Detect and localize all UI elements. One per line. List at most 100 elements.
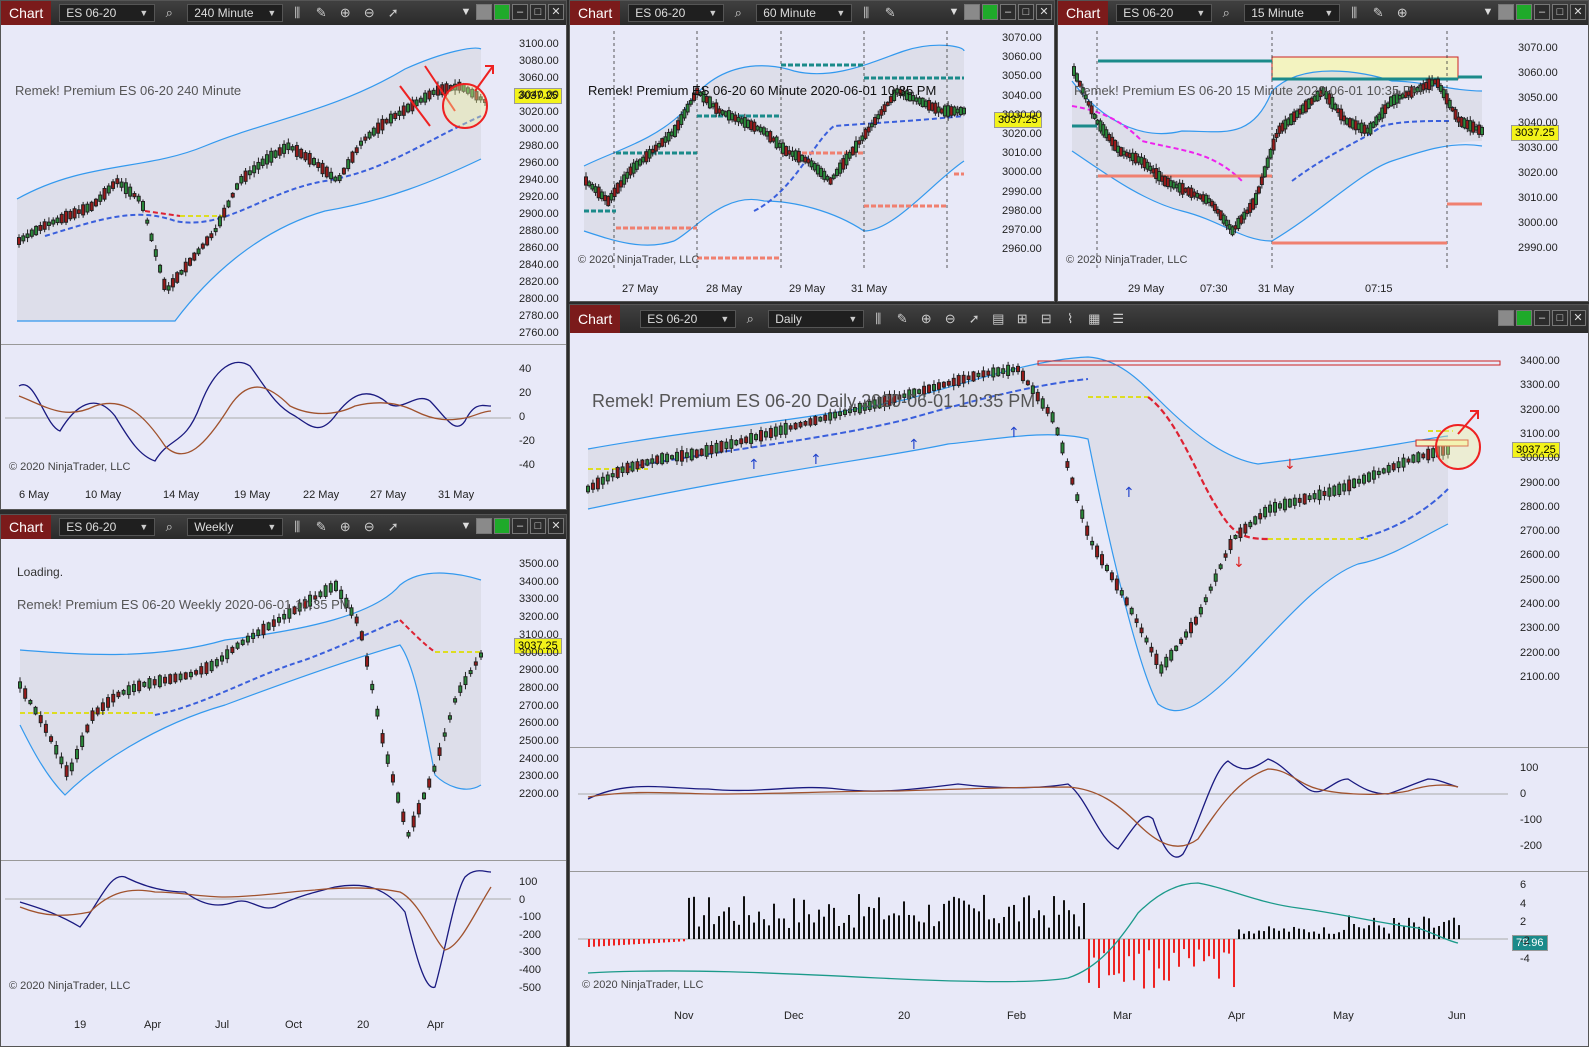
link-green-button[interactable]: [1516, 4, 1532, 20]
minimize-button[interactable]: –: [1534, 4, 1550, 20]
maximize-button[interactable]: □: [1552, 310, 1568, 326]
candle-body: [1089, 105, 1094, 115]
candle-body: [650, 458, 655, 464]
search-icon[interactable]: ⌕: [1222, 5, 1230, 20]
interval-selector[interactable]: Daily ▼: [768, 310, 865, 328]
link-grey-button[interactable]: [964, 4, 980, 20]
link-green-button[interactable]: [494, 518, 510, 534]
maximize-button[interactable]: □: [1018, 4, 1034, 20]
dropdown-arrow-icon[interactable]: ▼: [1482, 5, 1494, 18]
histogram-bar: [758, 911, 760, 939]
oscillator-pane[interactable]: © 2020 NinjaTrader, LLC: [5, 862, 511, 1002]
draw-pencil-icon[interactable]: ✎: [896, 311, 908, 326]
histogram-bar: [1058, 914, 1060, 939]
oscillator-pane[interactable]: © 2020 NinjaTrader, LLC: [5, 346, 511, 481]
link-grey-button[interactable]: [1498, 4, 1514, 20]
candle-body: [640, 459, 645, 469]
dropdown-arrow-icon[interactable]: ▼: [460, 519, 472, 532]
minimize-button[interactable]: –: [512, 4, 528, 20]
strategies-icon[interactable]: ⊟: [1040, 311, 1052, 326]
maximize-button[interactable]: □: [530, 518, 546, 534]
candle-body: [18, 681, 22, 689]
minimize-button[interactable]: –: [1000, 4, 1016, 20]
price-pane[interactable]: Remek! Premium ES 06-20 15 Minute 2020-0…: [1062, 31, 1510, 271]
zoom-in-icon[interactable]: ⊕: [920, 311, 932, 326]
draw-pencil-icon[interactable]: ✎: [315, 5, 327, 20]
candle-body: [854, 140, 858, 153]
dropdown-arrow-icon[interactable]: ▼: [460, 5, 472, 18]
close-button[interactable]: ✕: [548, 518, 564, 534]
link-green-button[interactable]: [1516, 310, 1532, 326]
candle-body: [962, 107, 966, 115]
bar-style-icon[interactable]: ⫼: [1351, 5, 1358, 20]
indicators-icon[interactable]: ⌇: [1067, 311, 1074, 326]
price-pane[interactable]: Remek! Premium ES 06-20 60 Minute 2020-0…: [574, 31, 998, 271]
candle-body: [1179, 638, 1184, 645]
close-button[interactable]: ✕: [548, 4, 564, 20]
bar-style-icon[interactable]: ⫼: [875, 311, 882, 326]
draw-pencil-icon[interactable]: ✎: [1372, 5, 1384, 20]
dropdown-arrow-icon[interactable]: ▼: [948, 5, 960, 18]
search-icon[interactable]: ⌕: [746, 311, 754, 326]
chart-tab[interactable]: Chart: [570, 1, 621, 25]
zoom-out-icon[interactable]: ⊖: [363, 5, 375, 20]
candle-body: [29, 229, 34, 237]
pointer-icon[interactable]: ➚: [968, 311, 980, 326]
bar-style-icon[interactable]: ⫼: [294, 5, 301, 20]
draw-pencil-icon[interactable]: ✎: [315, 519, 327, 534]
zoom-in-icon[interactable]: ⊕: [339, 519, 351, 534]
maximize-button[interactable]: □: [530, 4, 546, 20]
zoom-out-icon[interactable]: ⊖: [363, 519, 375, 534]
interval-selector[interactable]: Weekly ▼: [187, 518, 284, 536]
minimize-button[interactable]: –: [1534, 310, 1550, 326]
search-icon[interactable]: ⌕: [165, 519, 173, 534]
chart-tab[interactable]: Chart: [1, 515, 52, 539]
oscillator-pane[interactable]: [578, 749, 1508, 871]
link-green-button[interactable]: [494, 4, 510, 20]
price-pane[interactable]: Remek! Premium ES 06-20 240 Minute: [5, 31, 511, 343]
instrument-selector[interactable]: ES 06-20 ▼: [628, 4, 725, 22]
draw-pencil-icon[interactable]: ✎: [884, 5, 896, 20]
interval-selector[interactable]: 60 Minute ▼: [756, 4, 853, 22]
candle-body: [354, 616, 359, 624]
instrument-selector[interactable]: ES 06-20 ▼: [59, 4, 156, 22]
close-button[interactable]: ✕: [1570, 4, 1586, 20]
bar-style-icon[interactable]: ⫼: [863, 5, 870, 20]
zoom-in-icon[interactable]: ⊕: [1396, 5, 1408, 20]
close-button[interactable]: ✕: [1570, 310, 1586, 326]
close-button[interactable]: ✕: [1036, 4, 1052, 20]
link-grey-button[interactable]: [1498, 310, 1514, 326]
maximize-button[interactable]: □: [1552, 4, 1568, 20]
candle-body: [1184, 631, 1189, 638]
zoom-in-icon[interactable]: ⊕: [339, 5, 351, 20]
link-green-button[interactable]: [982, 4, 998, 20]
interval-selector[interactable]: 15 Minute ▼: [1244, 4, 1341, 22]
price-pane[interactable]: Loading. Remek! Premium ES 06-20 Weekly …: [5, 545, 511, 857]
chart-tab[interactable]: Chart: [1058, 1, 1109, 25]
interval-selector[interactable]: 240 Minute ▼: [187, 4, 284, 22]
link-grey-button[interactable]: [476, 518, 492, 534]
search-icon[interactable]: ⌕: [165, 5, 173, 20]
instrument-selector[interactable]: ES 06-20 ▼: [640, 310, 737, 328]
instrument-selector[interactable]: ES 06-20 ▼: [1116, 4, 1213, 22]
search-icon[interactable]: ⌕: [734, 5, 742, 20]
zoom-out-icon[interactable]: ⊖: [944, 311, 956, 326]
candle-body: [239, 175, 244, 184]
properties-icon[interactable]: ⊞: [1016, 311, 1028, 326]
templates-icon[interactable]: ▦: [1088, 311, 1101, 326]
histogram-bar: [1023, 897, 1025, 939]
histogram-pane[interactable]: © 2020 NinjaTrader, LLC: [578, 873, 1508, 998]
list-icon[interactable]: ☰: [1112, 311, 1125, 326]
x-tick-label: 31 May: [1258, 283, 1295, 295]
minimize-button[interactable]: –: [512, 518, 528, 534]
bar-style-icon[interactable]: ⫼: [294, 519, 301, 534]
price-pane[interactable]: ↑ ↑ ↑ ↑ ↑ ↓ ↓ Remek! Premium ES 06-20 Da…: [578, 339, 1508, 747]
data-box-icon[interactable]: ▤: [992, 311, 1005, 326]
link-grey-button[interactable]: [476, 4, 492, 20]
pointer-icon[interactable]: ➚: [387, 519, 399, 534]
chart-tab[interactable]: Chart: [1, 1, 52, 25]
candle-body: [111, 693, 116, 703]
pointer-icon[interactable]: ➚: [387, 5, 399, 20]
chart-tab[interactable]: Chart: [570, 305, 621, 333]
instrument-selector[interactable]: ES 06-20 ▼: [59, 518, 156, 536]
